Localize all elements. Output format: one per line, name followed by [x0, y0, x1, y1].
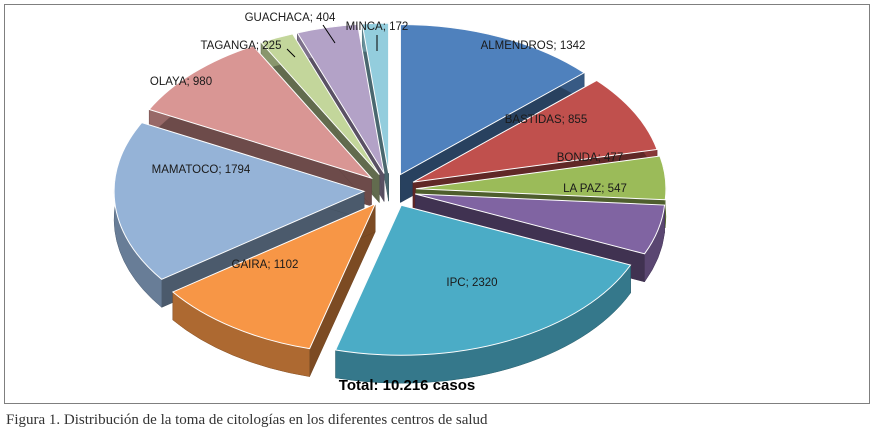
- chart-frame: ALMENDROS; 1342 BASTIDAS; 855 BONDA; 477 LA…: [4, 4, 870, 404]
- slice-top: [399, 24, 586, 176]
- slice-top: [334, 204, 632, 356]
- leader-line-taganga: [286, 48, 296, 58]
- label-taganga: TAGANGA; 225: [201, 40, 282, 52]
- slice-minca: [361, 22, 390, 202]
- pie-labels: ALMENDROS; 1342 BASTIDAS; 855 BONDA; 477 LA…: [150, 12, 627, 289]
- slice-ipc: [334, 204, 632, 384]
- slice-top: [361, 22, 390, 174]
- slice-top: [260, 33, 380, 175]
- label-guachaca: GUACHACA; 404: [245, 12, 336, 24]
- label-gaira: GAIRA; 1102: [232, 259, 299, 271]
- label-la-paz: LA PAZ; 547: [563, 183, 627, 195]
- pie-slices: [113, 22, 667, 384]
- label-bastidas: BASTIDAS; 855: [505, 114, 587, 126]
- pie-chart: ALMENDROS; 1342 BASTIDAS; 855 BONDA; 477 LA…: [113, 12, 667, 394]
- slice-top: [113, 122, 366, 280]
- label-olaya: OLAYA; 980: [150, 76, 212, 88]
- slice-top: [412, 79, 658, 183]
- label-minca: MINCA; 172: [346, 21, 409, 33]
- slice-gaira: [171, 202, 377, 377]
- slice-top: [148, 45, 374, 180]
- leader-line-guachaca: [322, 24, 336, 44]
- label-ipc: IPC; 2320: [446, 277, 497, 289]
- slice-top: [415, 155, 667, 201]
- chart-total: Total: 10.216 casos: [339, 377, 475, 394]
- slice-top: [171, 202, 377, 350]
- figure-caption: Figura 1. Distribución de la toma de cit…: [6, 412, 488, 428]
- label-almendros: ALMENDROS; 1342: [481, 40, 586, 52]
- label-bonda: BONDA; 477: [557, 152, 623, 164]
- label-mamatoco: MAMATOCO; 1794: [152, 164, 251, 176]
- slice-top: [415, 193, 666, 255]
- slice-top: [296, 23, 385, 174]
